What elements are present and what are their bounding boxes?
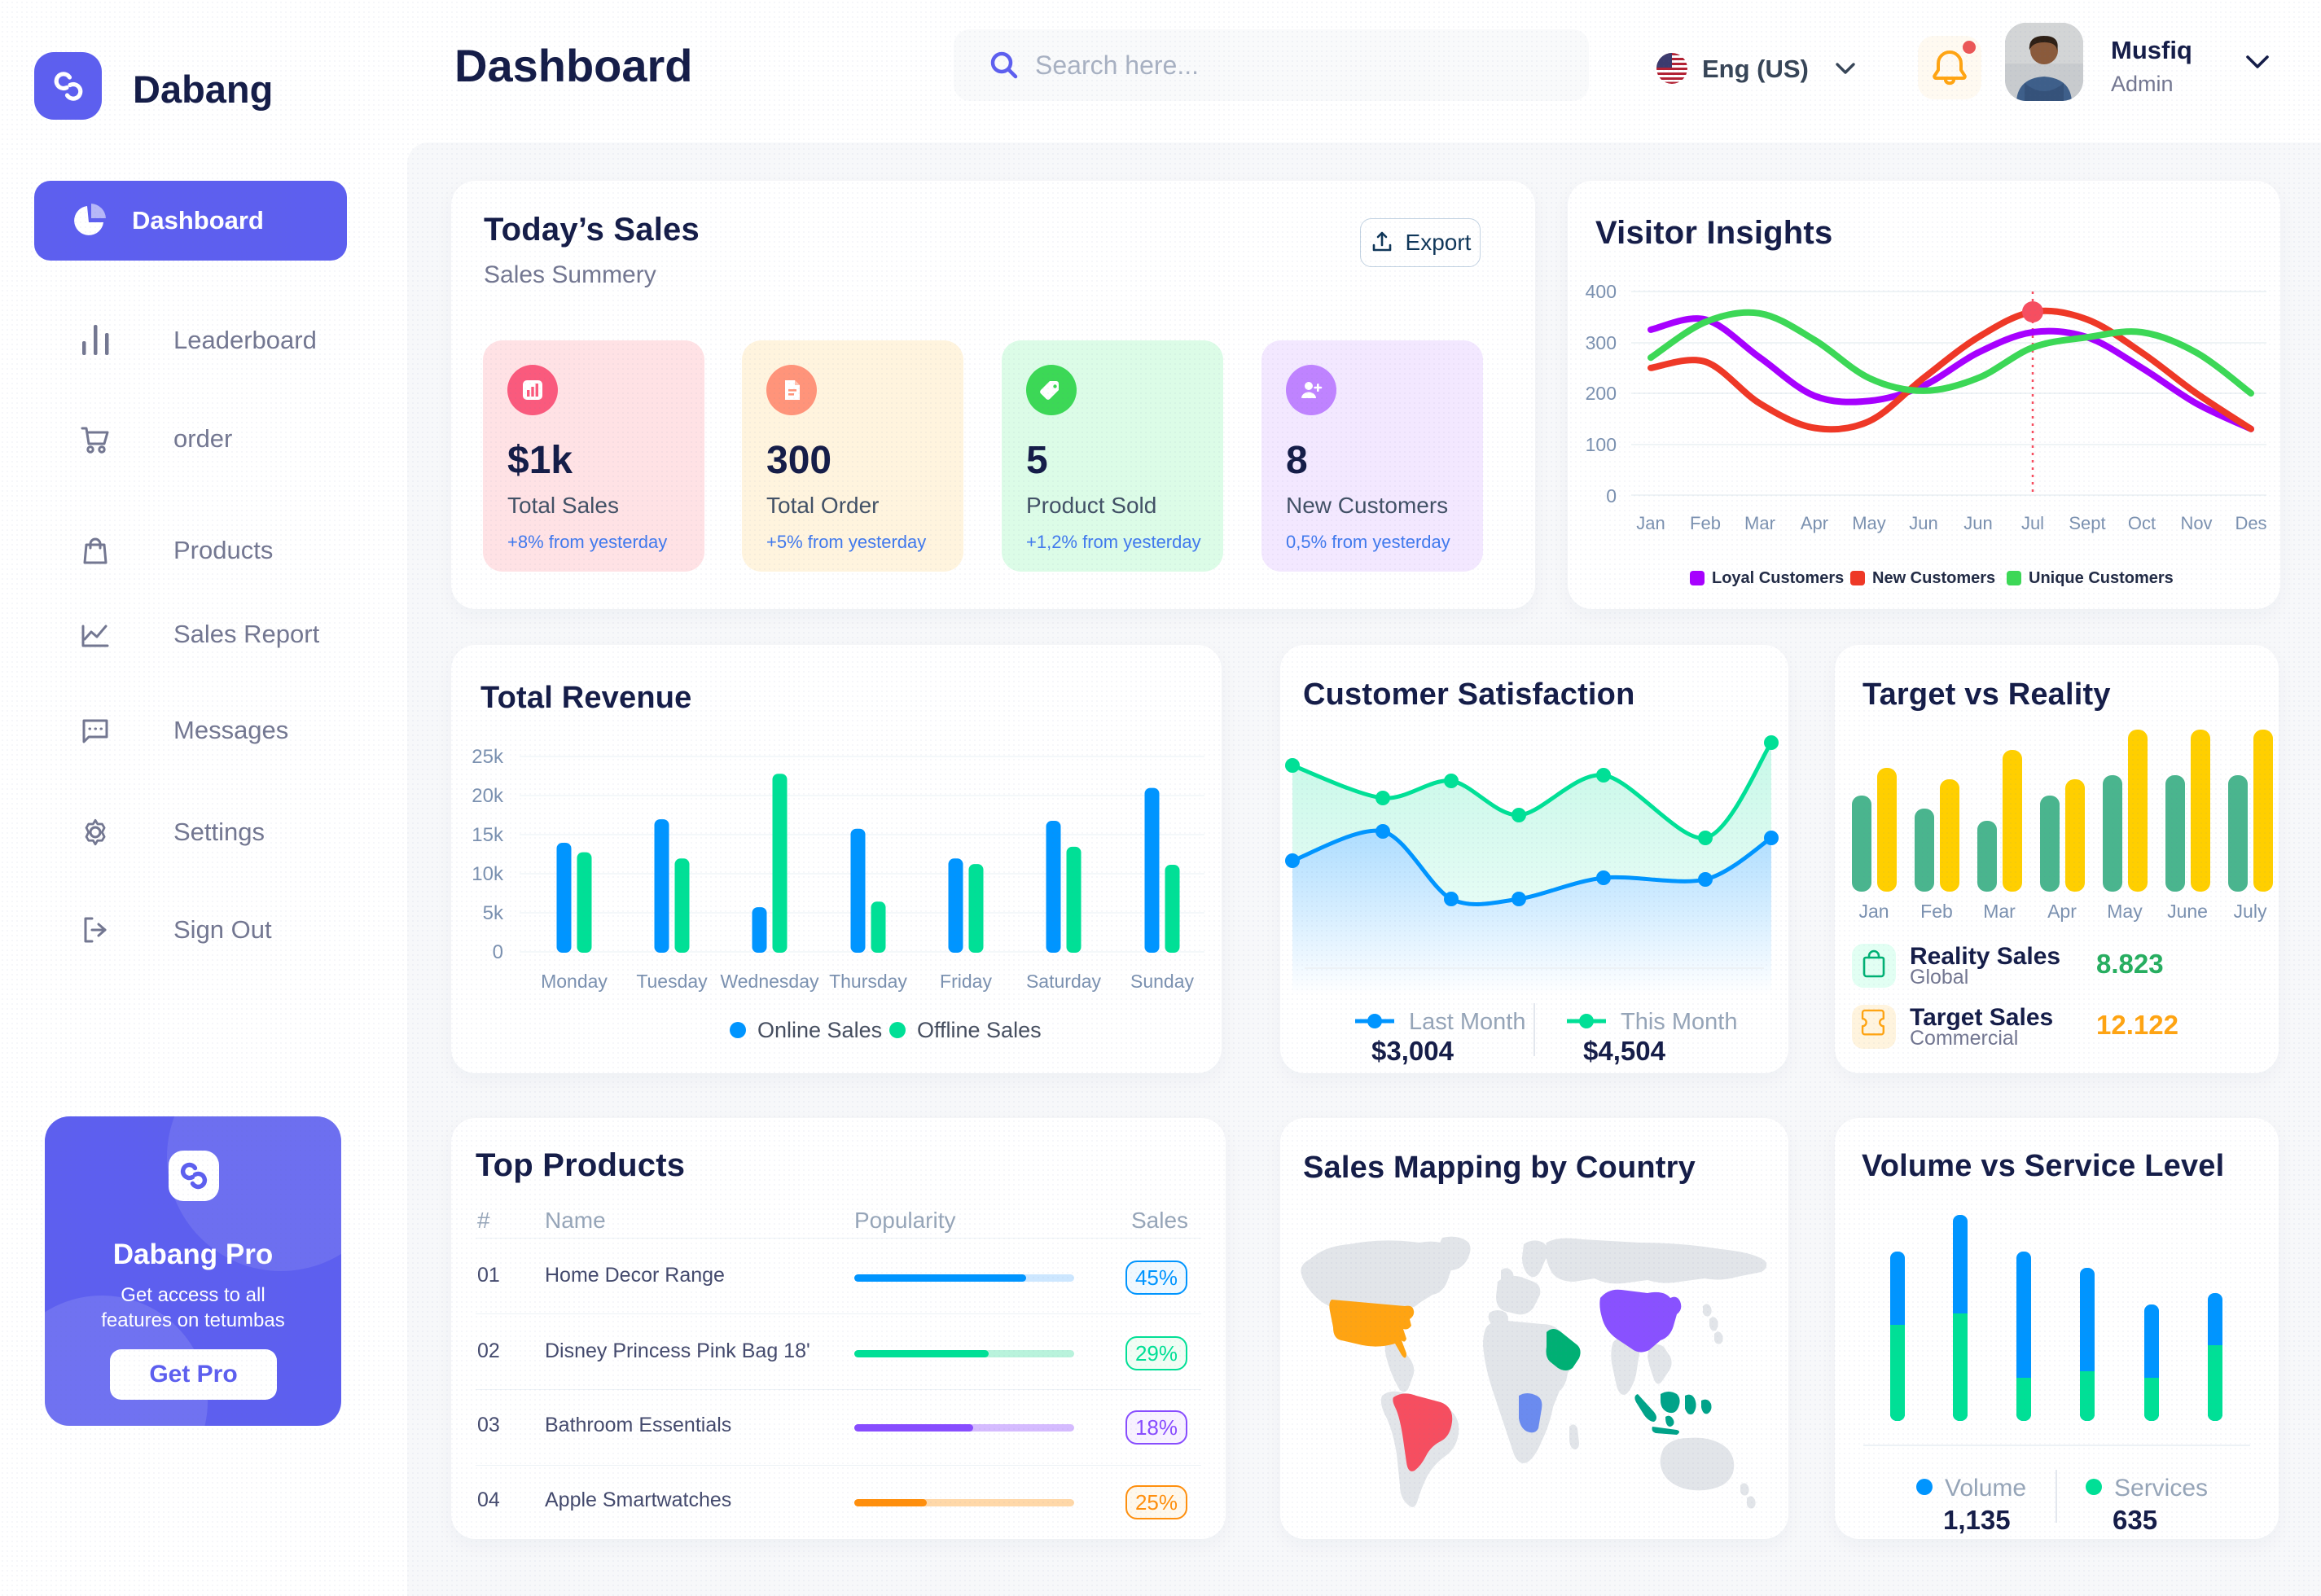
svg-text:Loyal Customers: Loyal Customers (1712, 569, 1844, 587)
svg-text:Sunday: Sunday (1130, 971, 1195, 992)
svg-text:Oct: Oct (2128, 513, 2156, 533)
svg-text:Apr: Apr (2047, 901, 2077, 922)
svg-text:Jun: Jun (1909, 513, 1937, 533)
svg-text:Feb: Feb (1690, 513, 1721, 533)
svg-text:200: 200 (1586, 383, 1617, 404)
svg-text:This Month: This Month (1621, 1009, 1737, 1035)
svg-text:$3,004: $3,004 (1371, 1036, 1454, 1066)
svg-text:635: 635 (2113, 1505, 2157, 1535)
svg-text:Jan: Jan (1858, 901, 1889, 922)
svg-text:Last Month: Last Month (1409, 1009, 1525, 1035)
svg-text:Tuesday: Tuesday (636, 971, 708, 992)
svg-text:1,135: 1,135 (1943, 1505, 2011, 1535)
svg-text:12.122: 12.122 (2096, 1010, 2178, 1040)
svg-text:0: 0 (1606, 485, 1617, 506)
svg-text:Wednesday: Wednesday (720, 971, 819, 992)
svg-text:20k: 20k (472, 785, 504, 807)
svg-text:Jan: Jan (1636, 513, 1665, 533)
svg-text:8.823: 8.823 (2096, 949, 2164, 979)
svg-text:Friday: Friday (940, 971, 992, 992)
svg-text:Feb: Feb (1920, 901, 1953, 922)
svg-text:5k: 5k (483, 902, 504, 924)
svg-text:Jul: Jul (2021, 513, 2044, 533)
svg-text:0: 0 (493, 941, 503, 963)
svg-text:May: May (1852, 513, 1886, 533)
svg-text:Monday: Monday (541, 971, 608, 992)
svg-text:Eng (US): Eng (US) (1702, 55, 1809, 83)
svg-text:May: May (2107, 901, 2143, 922)
svg-text:Services: Services (2114, 1475, 2208, 1502)
svg-text:Volume: Volume (1945, 1475, 2026, 1502)
svg-text:10k: 10k (472, 863, 504, 885)
svg-text:Sept: Sept (2069, 513, 2105, 533)
svg-text:Unique Customers: Unique Customers (2029, 569, 2174, 587)
svg-text:Mar: Mar (1983, 901, 2016, 922)
svg-text:Reality Sales: Reality Sales (1910, 943, 2060, 970)
svg-text:Jun: Jun (1963, 513, 1992, 533)
svg-text:Target Sales: Target Sales (1910, 1004, 2053, 1031)
svg-text:100: 100 (1586, 434, 1617, 455)
svg-text:Apr: Apr (1801, 513, 1828, 533)
svg-text:Mar: Mar (1744, 513, 1775, 533)
svg-text:Saturday: Saturday (1026, 971, 1102, 992)
svg-text:300: 300 (1586, 332, 1617, 353)
svg-text:Online Sales: Online Sales (757, 1018, 882, 1042)
svg-text:New Customers: New Customers (1872, 569, 1995, 587)
svg-text:Offline Sales: Offline Sales (917, 1018, 1042, 1042)
svg-text:Nov: Nov (2180, 513, 2212, 533)
svg-text:25k: 25k (472, 746, 504, 768)
svg-text:July: July (2234, 901, 2267, 922)
svg-text:Des: Des (2235, 513, 2266, 533)
svg-text:Global: Global (1910, 966, 1968, 989)
svg-text:400: 400 (1586, 281, 1617, 302)
svg-text:Thursday: Thursday (829, 971, 907, 992)
svg-text:Commercial: Commercial (1910, 1027, 2018, 1050)
svg-text:June: June (2167, 901, 2208, 922)
svg-text:15k: 15k (472, 824, 504, 846)
svg-text:$4,504: $4,504 (1583, 1036, 1666, 1066)
